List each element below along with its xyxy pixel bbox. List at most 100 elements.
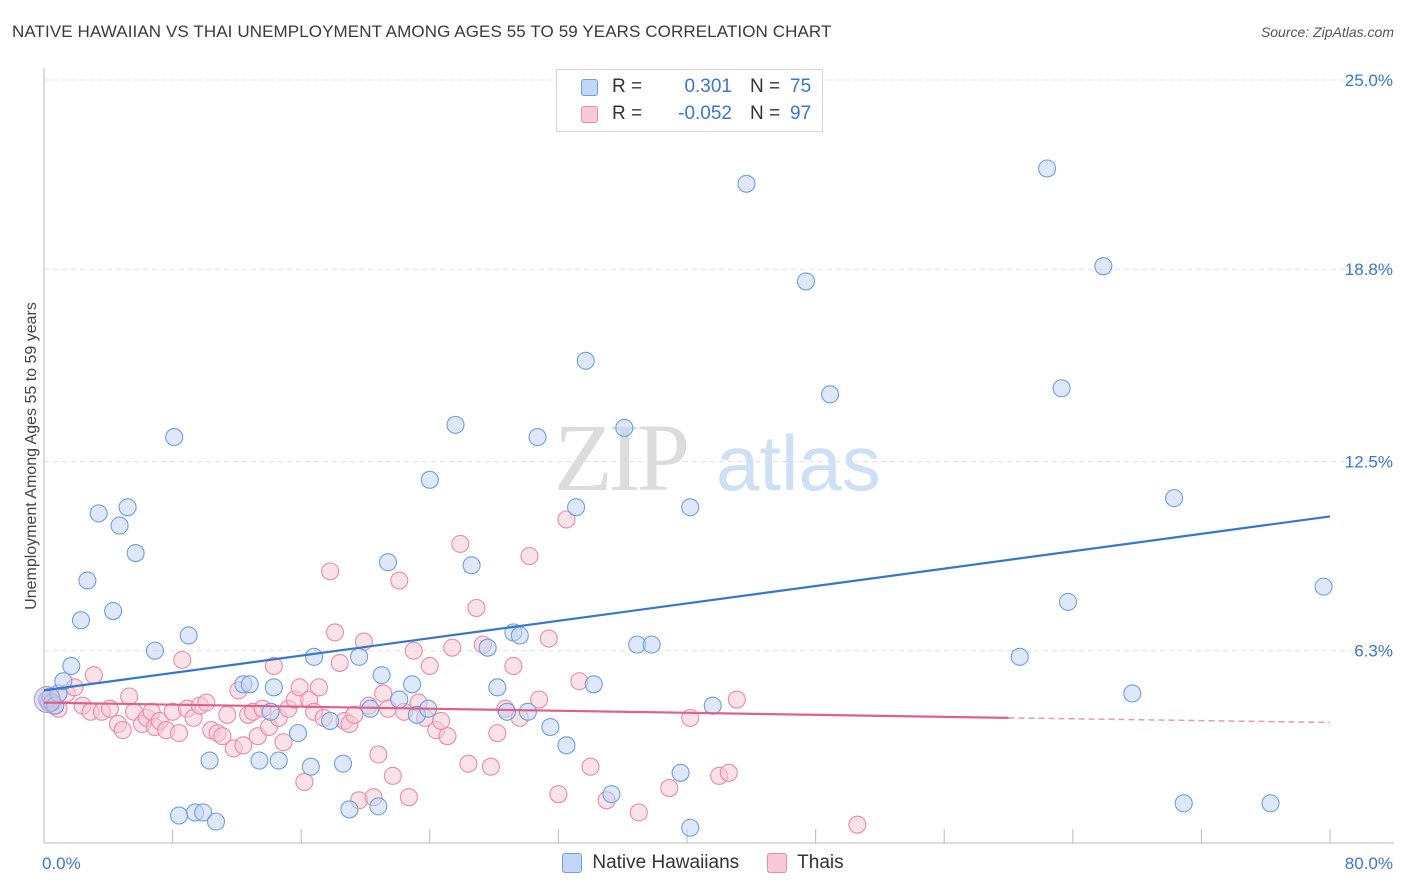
data-point [325, 623, 345, 642]
y-tick-label: 6.3% [1354, 642, 1393, 661]
data-point [206, 812, 226, 831]
data-point [504, 656, 523, 676]
data-point [1261, 794, 1280, 813]
data-point [89, 504, 108, 523]
data-point [340, 800, 359, 819]
data-point [488, 678, 507, 697]
data-point [295, 772, 314, 792]
axes [43, 68, 1394, 844]
data-point [681, 498, 700, 517]
data-point [261, 702, 280, 721]
data-point [213, 727, 232, 746]
legend-item-thais[interactable]: Thais [767, 852, 844, 874]
trend-lines [43, 515, 1331, 724]
data-point [264, 678, 283, 697]
data-point [62, 656, 81, 676]
legend-n-label: N = [750, 76, 781, 97]
data-point [399, 788, 418, 807]
data-point [462, 556, 481, 575]
data-point [145, 641, 164, 660]
data-point [467, 598, 486, 618]
data-point [369, 745, 388, 764]
data-point [848, 815, 867, 834]
data-point [274, 733, 293, 752]
data-point [240, 675, 259, 694]
data-point [1010, 647, 1029, 666]
data-point [250, 751, 269, 770]
data-point [727, 690, 746, 709]
data-point [557, 736, 576, 755]
native-hawaiians-trend-line [43, 515, 1331, 692]
thais-trend-line-extension [1008, 717, 1331, 724]
data-point [390, 571, 409, 590]
data-point [330, 653, 349, 672]
data-point [269, 751, 288, 770]
data-point [290, 678, 309, 697]
data-point [459, 754, 478, 773]
data-point [576, 351, 595, 370]
native-hawaiians-points [33, 159, 1333, 837]
legend-r-label: R = [612, 103, 643, 124]
data-point [54, 672, 73, 691]
data-point [549, 785, 568, 804]
data-point [390, 690, 409, 709]
legend-row-thais: R = -0.052 N = 97 [581, 102, 811, 126]
y-axis-label: Unemployment Among Ages 55 to 59 years [23, 302, 40, 610]
data-point [78, 571, 97, 590]
data-point [309, 678, 328, 697]
data-point [488, 724, 507, 743]
data-point [478, 638, 497, 657]
data-point [528, 428, 547, 447]
data-point [541, 717, 560, 737]
legend-r-value: -0.052 [678, 103, 732, 124]
data-point [404, 641, 423, 660]
data-point [321, 562, 340, 581]
data-point [169, 724, 189, 743]
data-point [200, 751, 219, 770]
data-point [443, 638, 462, 657]
data-point [113, 721, 132, 740]
legend-item-native-hawaiians[interactable]: Native Hawaiians [562, 852, 739, 874]
data-point [1165, 489, 1184, 508]
legend-r-value: 0.301 [684, 76, 732, 97]
legend-swatch-pink [767, 853, 788, 873]
data-point [510, 626, 529, 645]
data-point [1094, 257, 1113, 276]
data-point [518, 702, 537, 721]
data-point [369, 797, 388, 816]
data-point [372, 666, 391, 685]
data-point [660, 779, 679, 798]
data-point [264, 656, 283, 676]
data-point [1058, 592, 1078, 611]
watermark: ZIP atlas [554, 404, 881, 511]
y-tick-label: 18.8% [1345, 260, 1393, 279]
chart-title: NATIVE HAWAIIAN VS THAI UNEMPLOYMENT AMO… [12, 22, 832, 41]
x-tick-label-max: 80.0% [1345, 854, 1393, 873]
data-point [446, 415, 465, 434]
legend-label: Native Hawaiians [592, 852, 740, 873]
data-point [169, 806, 189, 825]
data-point [681, 818, 700, 837]
data-point [1174, 794, 1193, 813]
y-tick-label: 12.5% [1345, 453, 1393, 472]
data-point [301, 757, 320, 776]
data-point [520, 547, 539, 566]
data-point [288, 724, 308, 743]
data-point-cluster [33, 686, 61, 714]
data-point [451, 534, 470, 553]
data-point [218, 705, 237, 724]
series-legend: Native Hawaiians Thais [0, 852, 1406, 874]
data-point [84, 666, 103, 685]
data-point [118, 498, 137, 517]
data-point [671, 763, 690, 782]
watermark-atlas: atlas [716, 419, 881, 507]
data-point [378, 553, 398, 572]
data-point [420, 656, 439, 676]
legend-label: Thais [797, 852, 844, 873]
data-point [584, 675, 603, 694]
data-point [438, 727, 457, 746]
data-point [615, 418, 634, 437]
data-point [165, 428, 184, 447]
data-point [350, 647, 369, 666]
